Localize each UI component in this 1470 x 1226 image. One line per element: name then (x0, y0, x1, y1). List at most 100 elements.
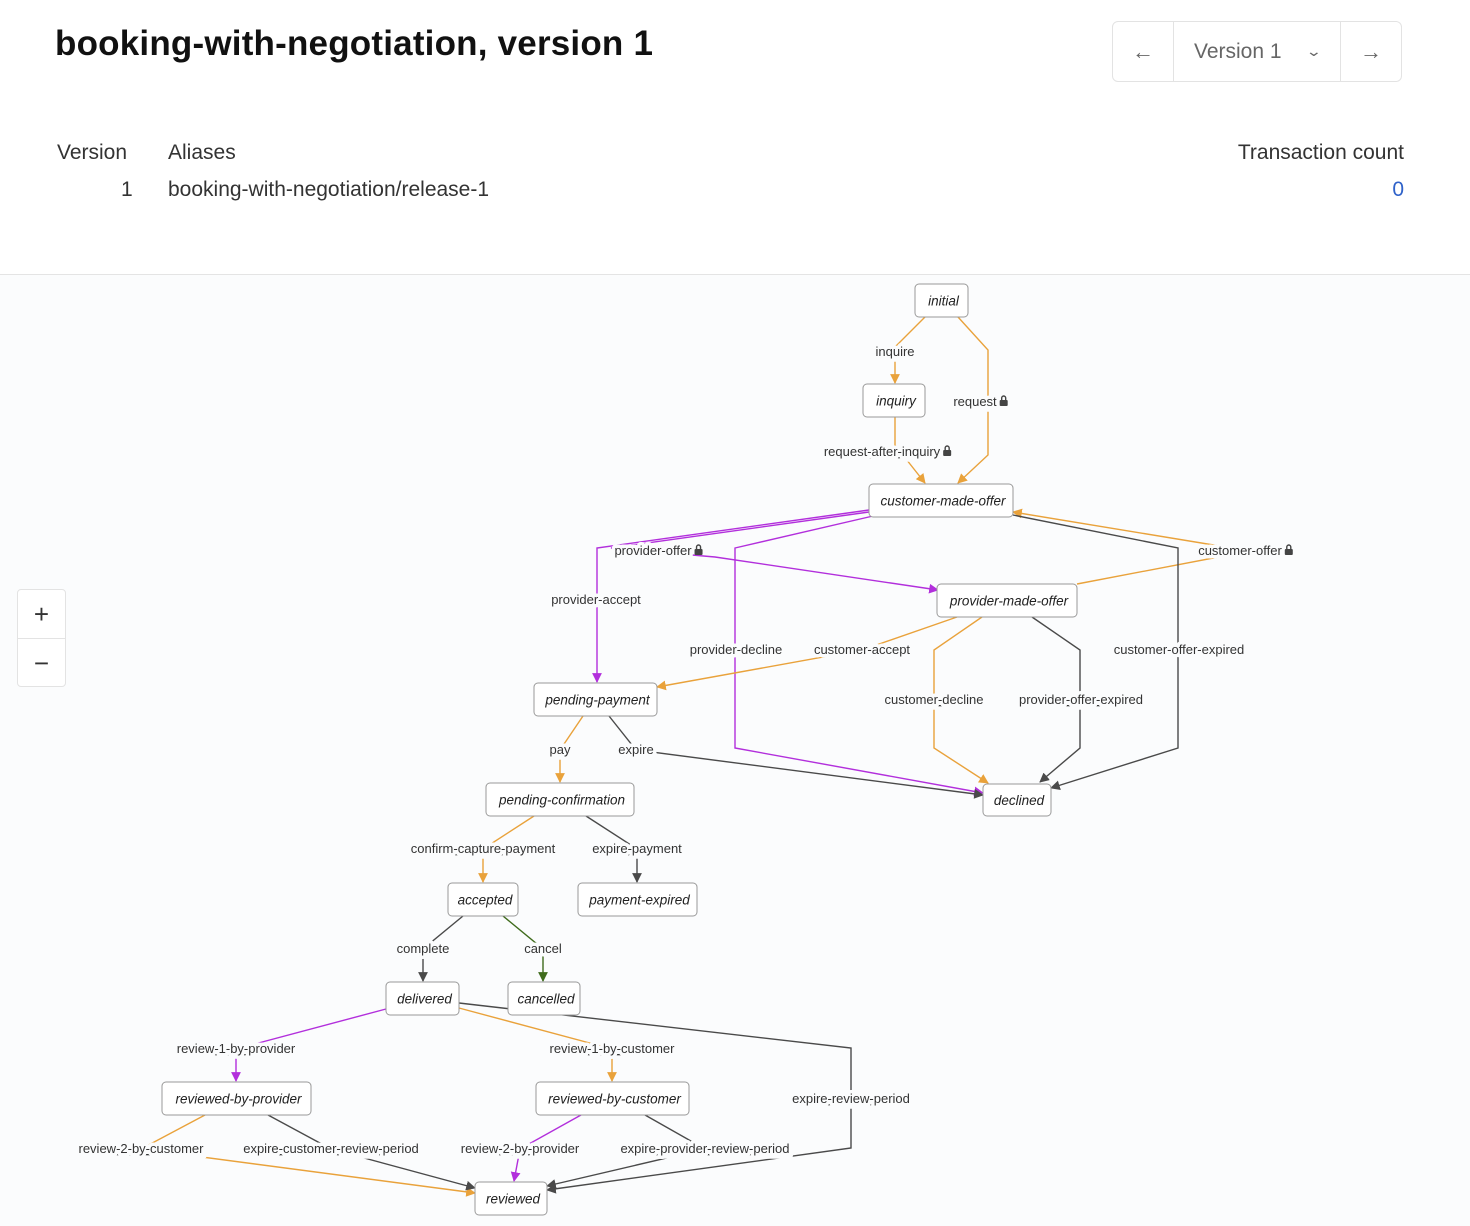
process-diagram: initial inquiry customer-made-offer provide… (75, 283, 1293, 1216)
state-node-provider-made-offer[interactable]: provider-made-offer (936, 583, 1078, 618)
transition-label[interactable]: expire-provider-review-period (617, 1138, 793, 1160)
transition-label-text[interactable]: customer-offer (1195, 540, 1286, 562)
transition-label-text[interactable]: expire-payment (589, 838, 686, 860)
state-node-label: reviewed-by-provider (175, 1092, 302, 1107)
state-node-inquiry[interactable]: inquiry (862, 383, 926, 418)
transition-label-text[interactable]: provider-offer-expired (1015, 689, 1146, 711)
aliases-column-header: Aliases (168, 141, 236, 164)
transition-label-text[interactable]: expire-customer-review-period (240, 1138, 423, 1160)
state-node-reviewed[interactable]: reviewed (474, 1181, 548, 1216)
state-node-label: customer-made-offer (880, 494, 1006, 509)
state-node-delivered[interactable]: delivered (385, 981, 460, 1016)
transition-label-text[interactable]: review-1-by-customer (546, 1038, 679, 1060)
state-node-reviewed-by-customer[interactable]: reviewed-by-customer (535, 1081, 690, 1116)
transition-label[interactable]: provider-offer (611, 540, 703, 562)
transition-label[interactable]: expire-payment (589, 838, 686, 860)
transition-edge (418, 915, 464, 982)
lock-icon (943, 445, 952, 456)
transition-edge (502, 915, 548, 982)
transition-label-text[interactable]: provider-decline (686, 639, 786, 661)
transition-label[interactable]: customer-accept (810, 639, 913, 661)
divider (0, 274, 1470, 275)
transition-label[interactable]: complete (393, 938, 453, 960)
transition-label-text[interactable]: pay (546, 739, 574, 761)
state-node-label: payment-expired (588, 893, 690, 908)
transaction-count-link[interactable]: 0 (1392, 178, 1404, 201)
transition-label-text[interactable]: expire-provider-review-period (617, 1138, 793, 1160)
version-select[interactable]: Version 1 ⌄ (1173, 22, 1341, 81)
state-node-pending-payment[interactable]: pending-payment (533, 682, 658, 717)
transition-edge (458, 1007, 617, 1082)
transition-label[interactable]: cancel (521, 938, 566, 960)
state-node-box (862, 383, 926, 418)
transition-label[interactable]: expire (615, 739, 657, 761)
process-diagram-canvas[interactable]: initial inquiry customer-made-offer provide… (0, 275, 1470, 1226)
transition-label[interactable]: confirm-capture-payment (407, 838, 559, 860)
transition-edge (510, 1114, 582, 1182)
transition-label-text[interactable]: request (950, 391, 1001, 413)
state-node-label: declined (994, 793, 1045, 808)
transition-label[interactable]: customer-offer (1195, 540, 1293, 562)
transition-edge (592, 509, 870, 683)
transition-label-text[interactable]: review-2-by-customer (75, 1138, 208, 1160)
state-node-box (485, 782, 635, 817)
transition-label-text[interactable]: provider-accept (548, 589, 645, 611)
transition-label[interactable]: customer-offer-expired (1110, 639, 1248, 661)
zoom-out-button[interactable]: − (18, 638, 65, 687)
transition-label-text[interactable]: cancel (521, 938, 566, 960)
state-node-accepted[interactable]: accepted (447, 882, 519, 917)
lock-icon (1284, 544, 1293, 555)
state-node-box (982, 783, 1052, 817)
transition-label-text[interactable]: confirm-capture-payment (407, 838, 559, 860)
state-node-initial[interactable]: initial (914, 283, 969, 318)
transition-label-text[interactable]: customer-offer-expired (1110, 639, 1248, 661)
transition-label-text[interactable]: provider-offer (611, 540, 696, 562)
lock-icon (694, 544, 703, 555)
transition-label-text[interactable]: expire (615, 739, 657, 761)
state-node-box (474, 1181, 548, 1216)
transition-label[interactable]: request-after-inquiry (820, 441, 952, 463)
transition-label-text[interactable]: review-1-by-provider (173, 1038, 299, 1060)
zoom-in-button[interactable]: + (33, 598, 50, 629)
transition-edge (458, 1002, 852, 1194)
transition-label-text[interactable]: inquire (872, 341, 918, 363)
state-node-declined[interactable]: declined (982, 783, 1052, 817)
next-version-button[interactable]: → (1341, 22, 1401, 81)
transition-edge (957, 316, 989, 484)
previous-version-button[interactable]: ← (1113, 22, 1173, 81)
version-column-header: Version (57, 141, 128, 164)
transition-label[interactable]: review-1-by-provider (173, 1038, 299, 1060)
state-node-box (535, 1081, 690, 1116)
transition-label-text[interactable]: complete (393, 938, 453, 960)
transition-label-text[interactable]: review-2-by-provider (457, 1138, 583, 1160)
transition-label[interactable]: request (950, 391, 1008, 413)
lock-icon (999, 395, 1008, 406)
transition-label[interactable]: provider-accept (548, 589, 645, 611)
version-navigator: ← Version 1 ⌄ → (1112, 21, 1402, 82)
transition-label[interactable]: review-2-by-customer (75, 1138, 208, 1160)
transition-label[interactable]: review-1-by-customer (546, 1038, 679, 1060)
state-node-pending-confirmation[interactable]: pending-confirmation (485, 782, 635, 817)
transition-label[interactable]: inquire (872, 341, 918, 363)
transition-label[interactable]: review-2-by-provider (457, 1138, 583, 1160)
transition-label-text[interactable]: customer-decline (881, 689, 987, 711)
state-node-cancelled[interactable]: cancelled (507, 981, 581, 1016)
state-node-box (936, 583, 1078, 618)
transition-label-text[interactable]: customer-accept (810, 639, 913, 661)
state-node-box (385, 981, 460, 1016)
transition-label-text[interactable]: request-after-inquiry (820, 441, 944, 463)
transition-label-text[interactable]: expire-review-period (789, 1088, 914, 1110)
state-node-payment-expired[interactable]: payment-expired (577, 882, 698, 917)
transition-edge (267, 1114, 476, 1191)
zoom-controls: + − (17, 589, 66, 687)
transition-label[interactable]: expire-review-period (789, 1088, 914, 1110)
state-node-box (577, 882, 698, 917)
transition-label[interactable]: expire-customer-review-period (240, 1138, 423, 1160)
state-node-reviewed-by-provider[interactable]: reviewed-by-provider (161, 1081, 312, 1116)
transition-label[interactable]: pay (546, 739, 574, 761)
transition-label[interactable]: customer-decline (881, 689, 987, 711)
transition-edge (734, 515, 984, 797)
transition-label[interactable]: provider-decline (686, 639, 786, 661)
transition-label[interactable]: provider-offer-expired (1015, 689, 1146, 711)
state-node-customer-made-offer[interactable]: customer-made-offer (868, 483, 1014, 518)
